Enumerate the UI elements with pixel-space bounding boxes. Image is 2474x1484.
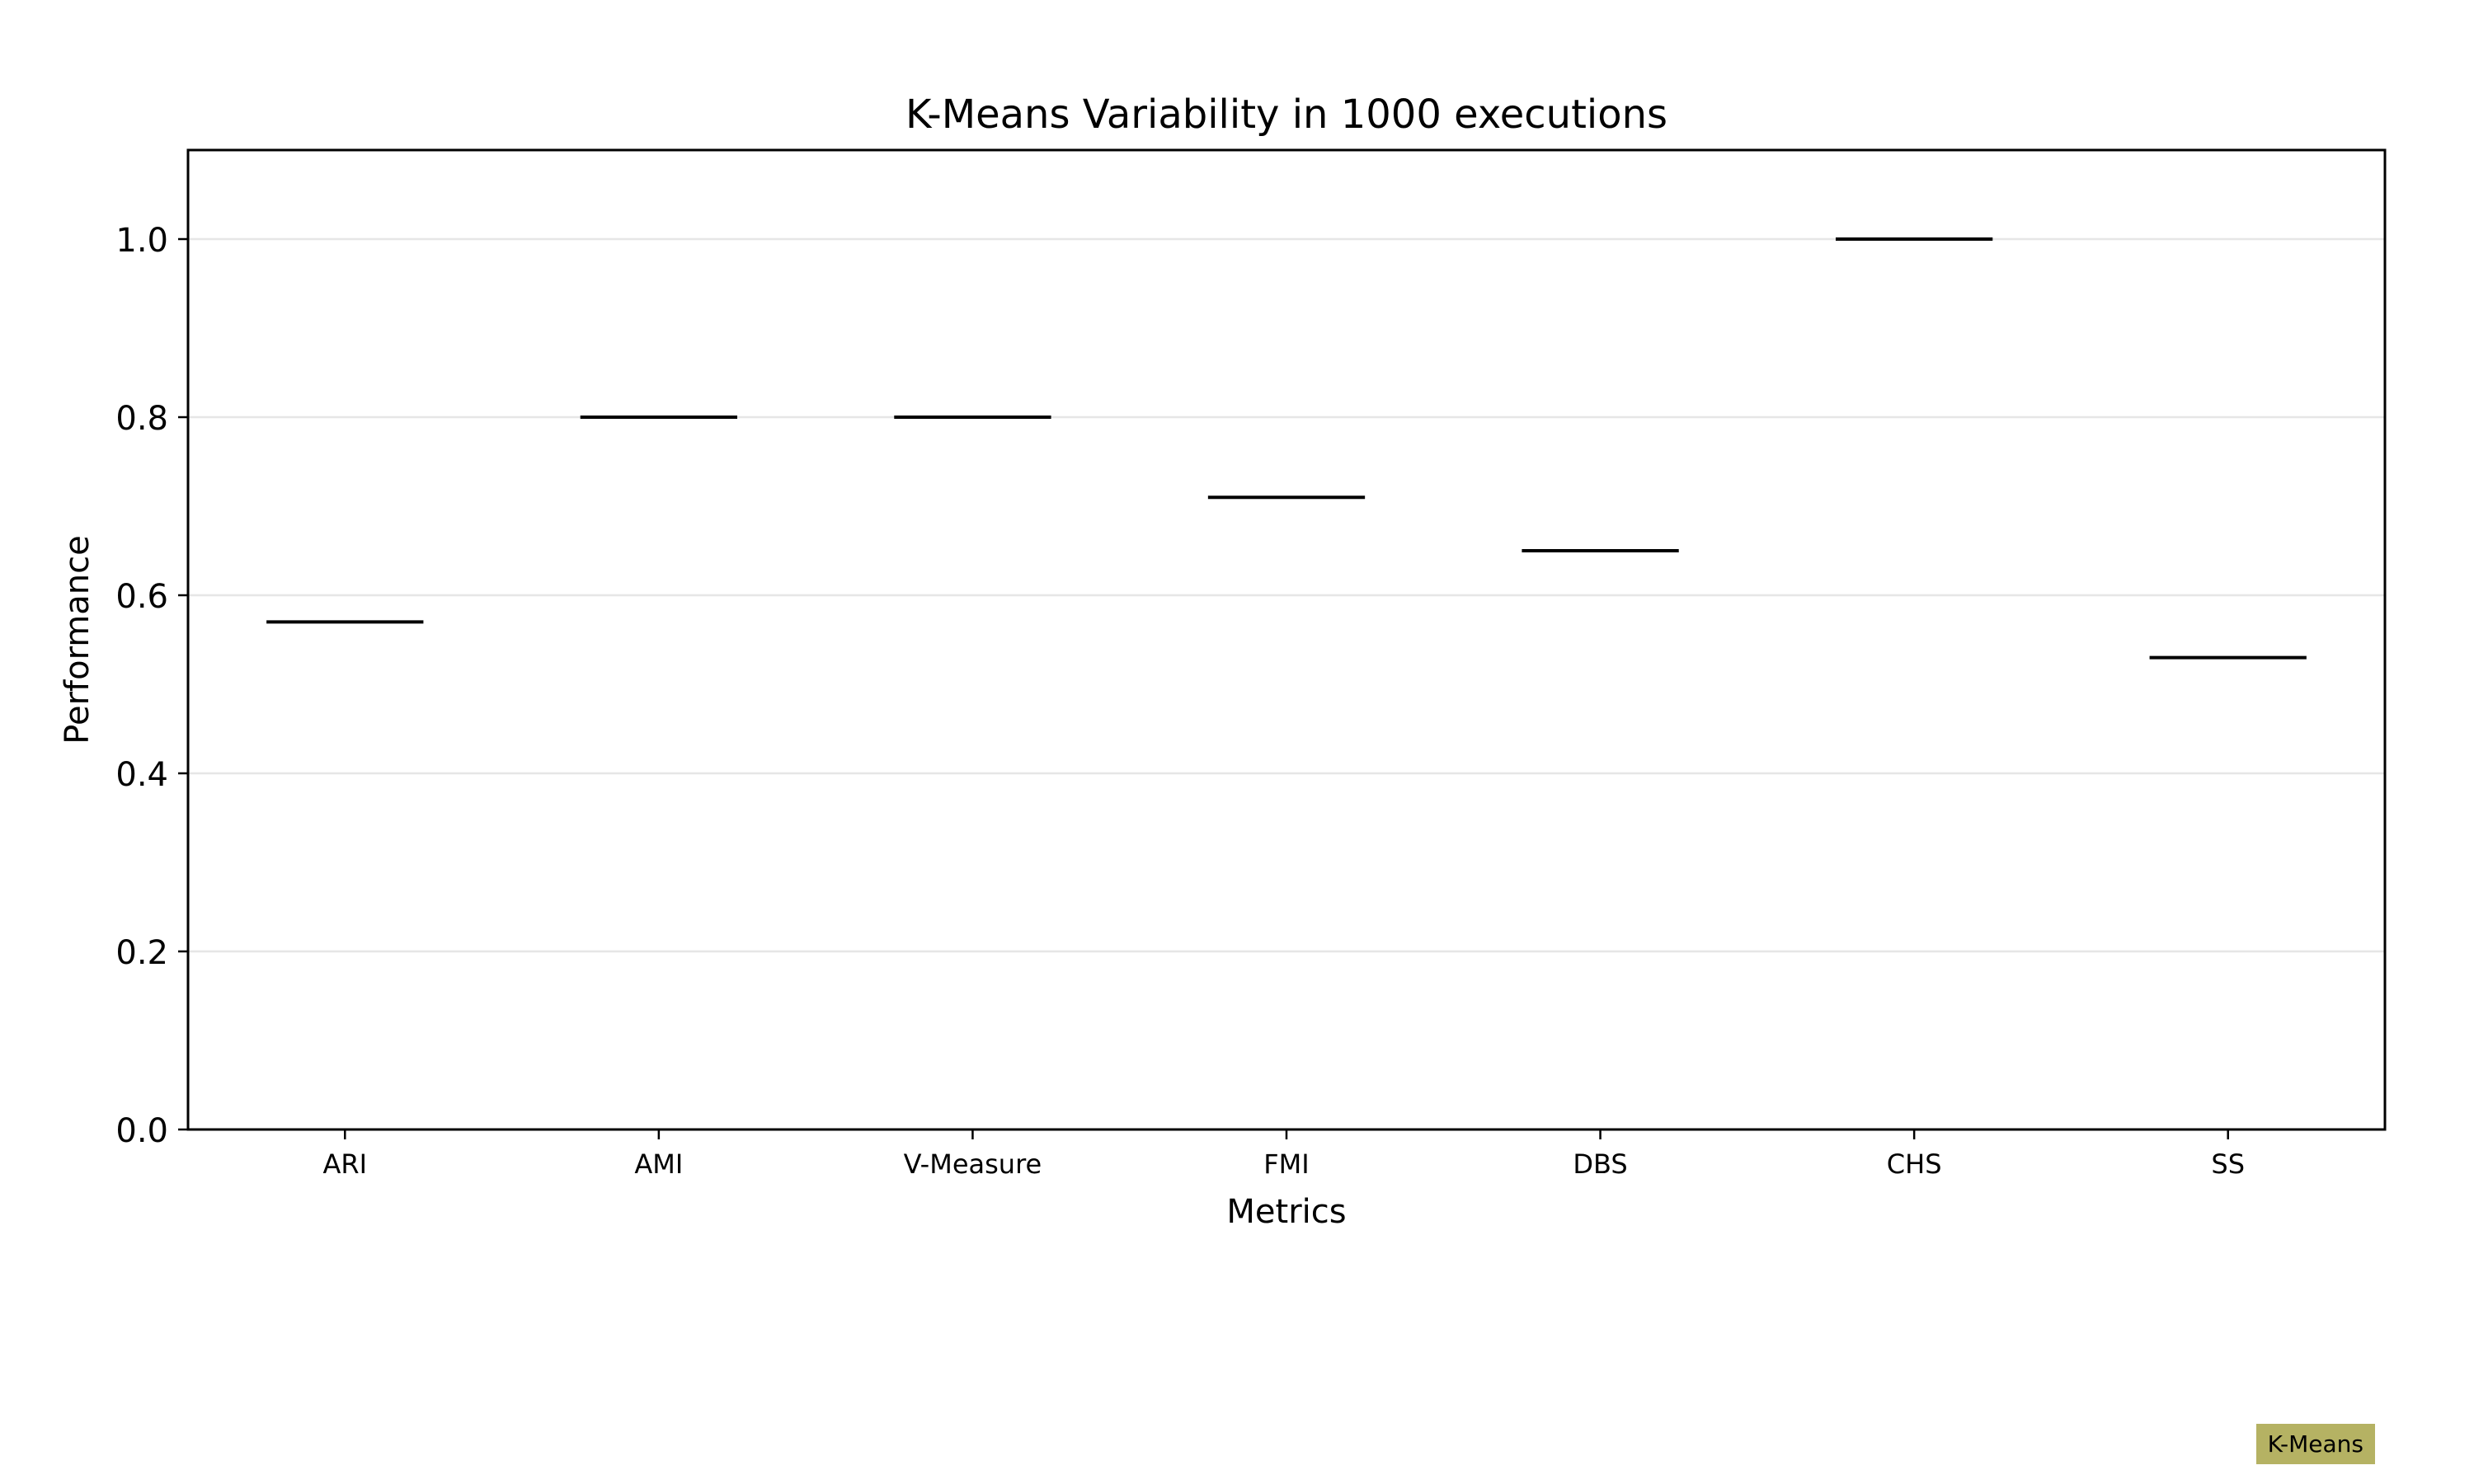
y-axis-ticks: 0.0 0.2 0.4 0.6 0.8 1.0	[115, 222, 188, 1150]
chart-title: K-Means Variability in 1000 executions	[905, 92, 1667, 138]
legend-label: K-Means	[2267, 1430, 2363, 1458]
x-tick-label: SS	[2211, 1148, 2245, 1180]
y-tick-label: 0.2	[115, 934, 168, 972]
box-marks	[266, 237, 2307, 660]
x-tick-label: CHS	[1887, 1148, 1942, 1180]
x-axis-ticks: ARI AMI V-Measure FMI DBS CHS SS	[323, 1129, 2245, 1180]
y-axis-label: Performance	[59, 535, 96, 744]
x-tick-label: FMI	[1263, 1148, 1309, 1180]
y-tick-label: 0.8	[115, 400, 168, 438]
x-tick-label: AMI	[634, 1148, 683, 1180]
x-tick-label: ARI	[323, 1148, 368, 1180]
y-tick-label: 0.4	[115, 756, 168, 794]
x-axis-label: Metrics	[1226, 1193, 1346, 1231]
grid-lines	[188, 237, 2385, 1131]
y-tick-label: 0.6	[115, 578, 168, 616]
y-tick-label: 1.0	[115, 222, 168, 260]
x-tick-label: DBS	[1573, 1148, 1627, 1180]
plot-frame	[186, 148, 2387, 1131]
legend-item: K-Means	[2255, 1424, 2375, 1464]
y-tick-label: 0.0	[115, 1112, 168, 1150]
x-tick-label: V-Measure	[904, 1148, 1042, 1180]
